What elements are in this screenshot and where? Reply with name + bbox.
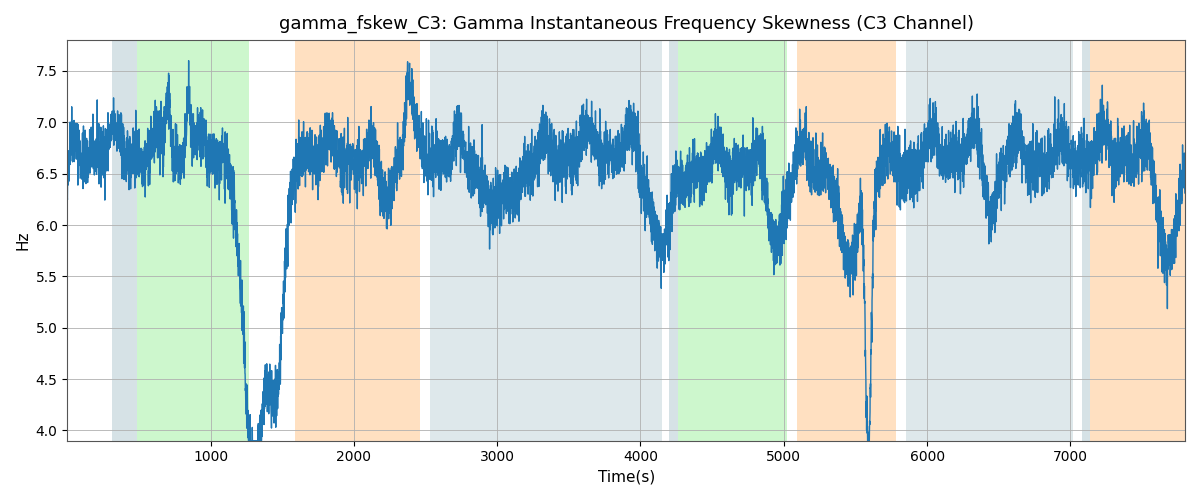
Y-axis label: Hz: Hz (16, 230, 30, 250)
X-axis label: Time(s): Time(s) (598, 470, 655, 485)
Bar (1091, 40, 1186, 440)
Title: gamma_fskew_C3: Gamma Instantaneous Frequency Skewness (C3 Channel): gamma_fskew_C3: Gamma Instantaneous Freq… (278, 15, 973, 34)
Bar (430, 40, 662, 440)
Bar (112, 40, 138, 440)
Bar (670, 40, 678, 440)
Bar (138, 40, 250, 440)
Bar (678, 40, 787, 440)
Bar (906, 40, 1073, 440)
Bar (797, 40, 895, 440)
Bar (295, 40, 420, 440)
Bar (1082, 40, 1091, 440)
